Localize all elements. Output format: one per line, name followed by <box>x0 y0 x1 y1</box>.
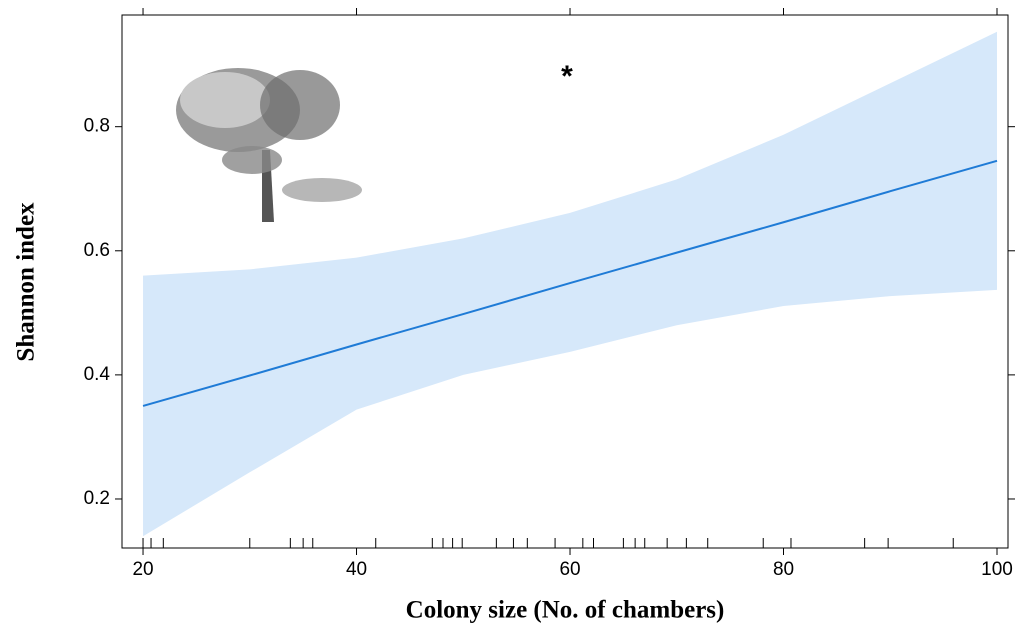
tree-illustration <box>176 68 362 222</box>
y-tick-label: 0.6 <box>84 240 110 261</box>
x-axis-title: Colony size (No. of chambers) <box>406 597 725 624</box>
y-axis-title: Shannon index <box>13 202 40 362</box>
x-tick-label: 80 <box>773 559 794 580</box>
y-tick-label: 0.4 <box>84 364 111 385</box>
x-tick-label: 20 <box>132 559 153 580</box>
y-tick-label: 0.2 <box>84 488 110 509</box>
x-tick-label: 60 <box>559 559 580 580</box>
y-tick-label: 0.8 <box>84 116 110 137</box>
x-tick-label: 40 <box>346 559 367 580</box>
plot-frame <box>121 14 1009 549</box>
fit-line <box>142 159 998 407</box>
annotation: * <box>561 60 573 93</box>
x-tick-label: 100 <box>981 559 1013 580</box>
